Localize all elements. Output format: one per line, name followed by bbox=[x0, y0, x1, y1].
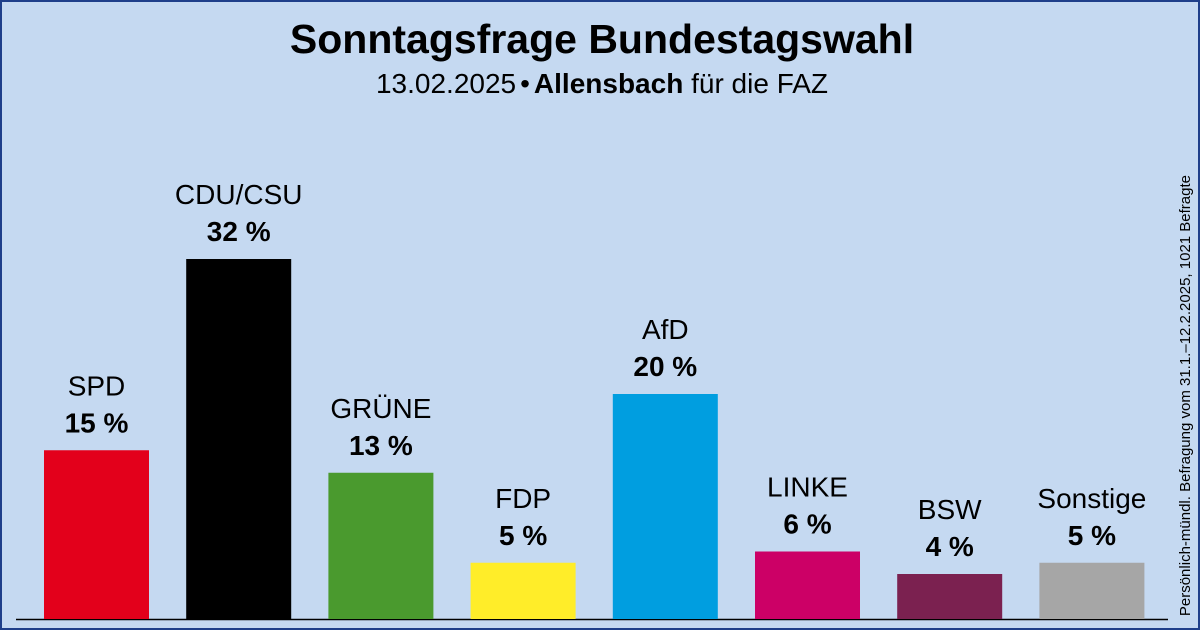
value-label-sonstige: 5 % bbox=[1068, 520, 1116, 551]
bar-afd bbox=[612, 394, 718, 619]
bar-fdp bbox=[470, 562, 576, 619]
category-label-cdu-csu: CDU/CSU bbox=[175, 179, 303, 210]
value-label-linke: 6 % bbox=[783, 509, 831, 540]
value-label-bsw: 4 % bbox=[926, 531, 974, 562]
category-label-sonstige: Sonstige bbox=[1037, 483, 1146, 514]
value-label-afd: 20 % bbox=[633, 351, 697, 382]
chart-title: Sonntagsfrage Bundestagswahl bbox=[289, 16, 915, 62]
category-label-spd: SPD bbox=[68, 370, 126, 401]
value-label-cdu-csu: 32 % bbox=[207, 216, 271, 247]
bar-sonstige bbox=[1039, 562, 1145, 619]
bar-spd bbox=[44, 450, 149, 619]
bar-cdu-csu bbox=[186, 259, 292, 619]
subtitle-separator: • bbox=[520, 68, 530, 99]
value-label-grüne: 13 % bbox=[349, 430, 413, 461]
poll-date: 13.02.2025 bbox=[375, 68, 517, 99]
category-label-afd: AfD bbox=[642, 314, 689, 345]
category-label-fdp: FDP bbox=[495, 483, 551, 514]
chart-subtitle: 13.02.2025 • Allensbach für die FAZ bbox=[2, 68, 1200, 100]
bar-bsw bbox=[897, 574, 1003, 619]
category-label-linke: LINKE bbox=[767, 472, 848, 503]
poll-client: für die FAZ bbox=[691, 68, 829, 99]
category-label-grüne: GRÜNE bbox=[330, 393, 431, 424]
bar-linke bbox=[755, 551, 860, 619]
bar-grüne bbox=[328, 472, 434, 619]
category-label-bsw: BSW bbox=[918, 494, 982, 525]
methodology-note: Persönlich-mündl. Befragung vom 31.1.–12… bbox=[1177, 174, 1194, 616]
value-label-fdp: 5 % bbox=[499, 520, 547, 551]
value-label-spd: 15 % bbox=[65, 407, 129, 438]
poll-institute: Allensbach bbox=[533, 68, 684, 99]
